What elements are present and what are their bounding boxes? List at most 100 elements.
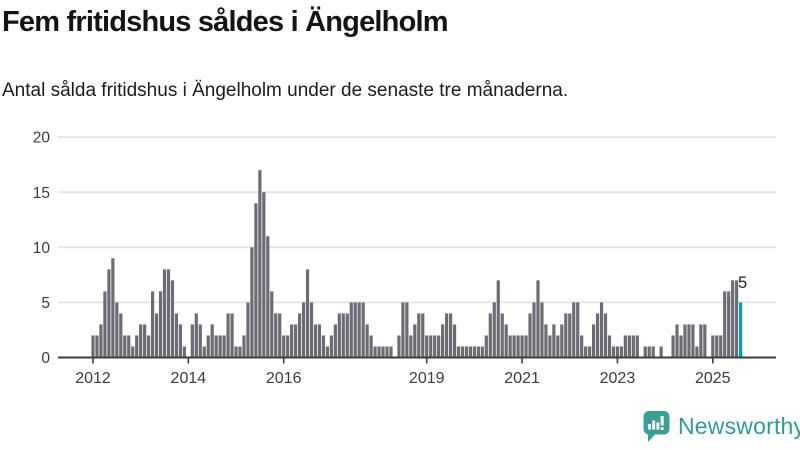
bar (373, 346, 377, 358)
bar (401, 302, 405, 358)
bar (270, 291, 274, 358)
y-axis-tick-label: 15 (33, 185, 50, 202)
bar (472, 346, 477, 358)
bar (444, 313, 449, 358)
bar (107, 269, 111, 358)
bar (99, 324, 103, 358)
bar (556, 335, 560, 358)
bar (715, 335, 719, 358)
highlighted-bar (738, 302, 743, 358)
bar (456, 346, 461, 358)
bar (131, 346, 135, 358)
bar (91, 335, 95, 358)
bar (568, 313, 572, 358)
bar-value-label: 5 (738, 274, 747, 292)
bar (508, 335, 512, 358)
bar (190, 324, 194, 358)
newsworthy-logo-icon (643, 411, 670, 442)
brand-footer: Newsworthy (641, 409, 800, 443)
bar (631, 335, 635, 358)
bar (353, 302, 357, 358)
bar (425, 335, 429, 358)
bar (643, 346, 647, 358)
bar (405, 302, 409, 358)
bar (365, 324, 369, 358)
bar (182, 346, 186, 358)
bar (500, 313, 504, 358)
bar (170, 280, 175, 358)
bar (588, 346, 592, 358)
bar (238, 346, 242, 358)
bar (695, 346, 699, 358)
bar-chart: 0 5 10 15 20 2012 2014 2016 2019 2021 2023 2025 5 (33, 130, 776, 387)
bar (158, 291, 163, 358)
bar (703, 324, 707, 358)
bar (309, 302, 314, 358)
bar (154, 313, 159, 358)
chart-subtitle: Antal sålda fritidshus i Ängelholm under… (2, 80, 569, 101)
bar (564, 313, 568, 358)
bar (147, 335, 151, 358)
bar (560, 324, 564, 358)
y-axis-tick-label: 10 (33, 240, 51, 257)
bar (162, 269, 167, 358)
bar (524, 335, 528, 358)
bar (448, 313, 453, 358)
bar (337, 313, 341, 358)
bar (496, 280, 500, 358)
bar (103, 291, 107, 358)
bar (687, 324, 691, 358)
bar (484, 335, 488, 358)
bar (584, 346, 588, 358)
bar (699, 324, 703, 358)
bar (226, 313, 230, 358)
bar (683, 324, 687, 358)
y-axis-tick-label: 20 (33, 130, 51, 147)
bar (250, 247, 254, 358)
bar (246, 302, 250, 358)
x-axis-tick-label: 2021 (504, 370, 540, 387)
bar (123, 335, 127, 358)
bar (258, 170, 262, 358)
bar (711, 335, 715, 358)
bar (214, 335, 218, 358)
bar (735, 280, 739, 358)
x-axis-tick-label: 2016 (266, 370, 302, 387)
bar (452, 324, 457, 358)
bar (206, 335, 210, 358)
bar (282, 335, 286, 358)
bar (675, 324, 679, 358)
bar (727, 291, 731, 358)
bar (397, 335, 401, 358)
bar (429, 335, 433, 358)
page-title: Fem fritidshus såldes i Ängelholm (2, 6, 449, 38)
bar (317, 324, 322, 358)
bar (544, 324, 548, 358)
bar (492, 302, 496, 358)
bar (218, 335, 222, 358)
bar (329, 335, 333, 358)
bar (266, 236, 270, 358)
bar (723, 291, 727, 358)
bar (345, 313, 349, 358)
bar (599, 302, 604, 358)
bar (516, 335, 520, 358)
x-axis-tick-label: 2012 (75, 370, 111, 387)
bar (139, 324, 143, 358)
bar (274, 313, 278, 358)
bar (349, 302, 353, 358)
bar (476, 346, 480, 358)
bar (127, 335, 131, 358)
bar (536, 280, 540, 358)
bar (313, 324, 318, 358)
bar (325, 346, 330, 358)
bar (603, 313, 608, 358)
x-axis-tick-label: 2025 (695, 370, 731, 387)
bar (119, 313, 123, 358)
bar (647, 346, 651, 358)
bar (210, 324, 214, 358)
bar (254, 203, 258, 358)
bar (619, 346, 624, 358)
bar (301, 302, 306, 358)
